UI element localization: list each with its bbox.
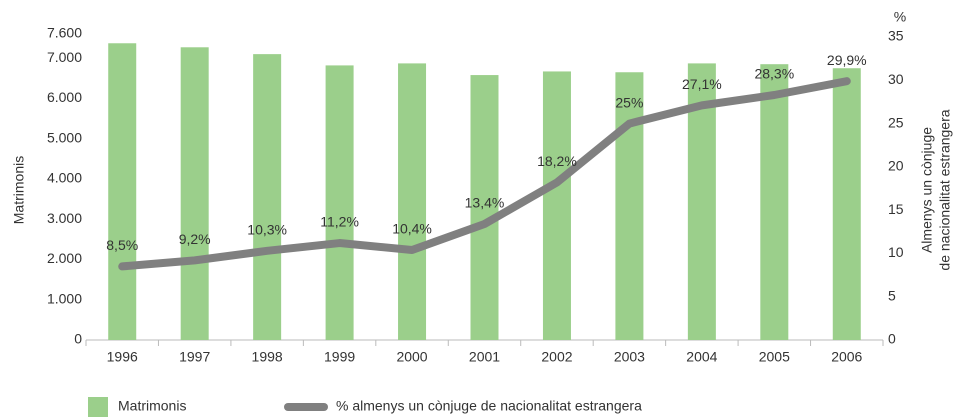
x-tick-label: 2003 <box>614 349 645 365</box>
y2-tick-label: 25 <box>888 114 904 130</box>
y2-axis-label: de nacionalitat estrangera <box>937 109 953 270</box>
data-label: 10,3% <box>247 222 287 238</box>
y-tick-label: 5.000 <box>47 129 82 145</box>
data-label: 28,3% <box>754 66 794 82</box>
line <box>118 77 851 271</box>
bar <box>180 47 209 341</box>
y-axis-label: Matrimonis <box>11 156 27 224</box>
y2-tick-label: 0 <box>888 331 896 347</box>
data-label: 11,2% <box>320 214 359 230</box>
y-tick-label: 1.000 <box>47 290 82 306</box>
bar <box>615 72 644 340</box>
y2-unit: % <box>894 9 906 25</box>
y-tick-label: 2.000 <box>47 250 82 266</box>
bar <box>325 65 354 340</box>
y-tick-label: 7.600 <box>47 25 82 41</box>
bar <box>542 71 571 341</box>
x-tick-label: 2004 <box>686 349 717 365</box>
x-tick-label: 2000 <box>396 349 427 365</box>
data-label: 13,4% <box>465 195 505 211</box>
x-tick-label: 2006 <box>831 349 862 365</box>
data-label: 18,2% <box>537 153 577 169</box>
data-label: 8,5% <box>106 237 138 253</box>
y2-axis-label: Almenys un cònjuge <box>919 127 935 253</box>
x-tick-label: 1996 <box>107 349 138 365</box>
y-tick-label: 3.000 <box>47 210 82 226</box>
y2-tick-label: 15 <box>888 201 904 217</box>
x-tick-label: 1997 <box>179 349 210 365</box>
y2-tick-label: 30 <box>888 71 904 87</box>
x-tick-label: 2001 <box>469 349 500 365</box>
y-tick-label: 0 <box>74 331 82 347</box>
y2-tick-label: 5 <box>888 287 896 303</box>
bar <box>470 75 499 340</box>
x-tick-label: 2005 <box>759 349 790 365</box>
bar <box>253 54 282 340</box>
data-label: 27,1% <box>682 76 722 92</box>
y2-tick-label: 20 <box>888 158 904 174</box>
bar <box>832 68 861 340</box>
bar <box>760 64 789 341</box>
x-tick-label: 2002 <box>541 349 572 365</box>
x-tick-label: 1998 <box>252 349 283 365</box>
data-label: 25% <box>615 94 643 110</box>
data-label: 29,9% <box>827 52 867 68</box>
data-label: 10,4% <box>392 221 432 237</box>
bar <box>398 63 427 341</box>
y-tick-label: 4.000 <box>47 170 82 186</box>
y2-tick-label: 35 <box>888 28 904 44</box>
legend-label: % almenys un cònjuge de nacionalitat est… <box>336 398 642 414</box>
x-tick-label: 1999 <box>324 349 355 365</box>
data-label: 9,2% <box>179 231 211 247</box>
legend-swatch <box>88 397 108 417</box>
bar <box>108 43 137 340</box>
legend-label: Matrimonis <box>118 398 186 414</box>
y-tick-label: 7.000 <box>47 49 82 65</box>
y2-tick-label: 10 <box>888 244 904 260</box>
y-tick-label: 6.000 <box>47 89 82 105</box>
